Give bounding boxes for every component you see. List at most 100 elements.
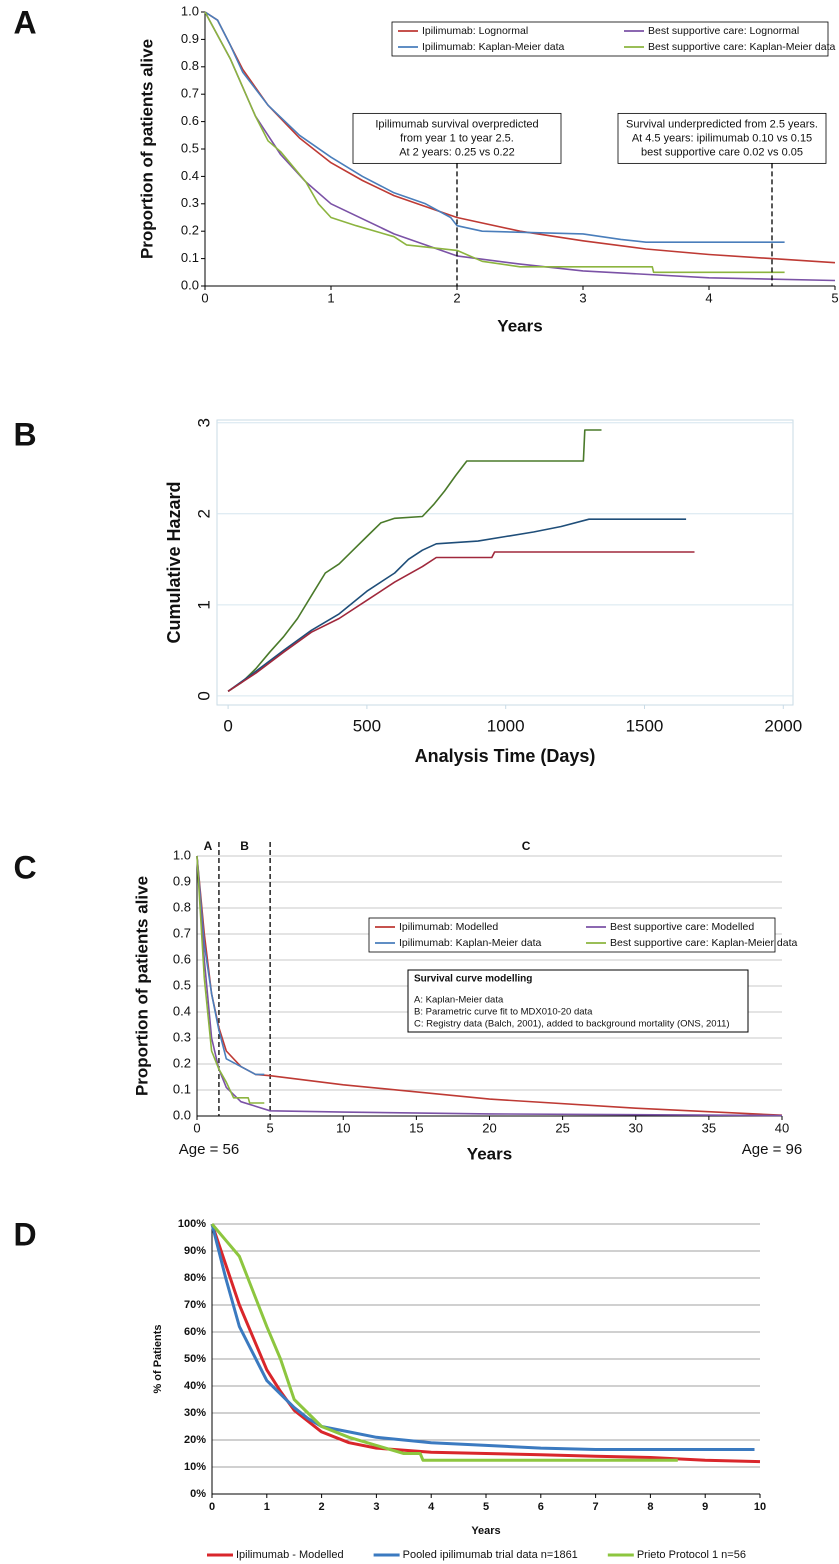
y-tick-label: 0.5 [181,140,199,155]
y-tick-label: 40% [184,1380,206,1392]
series-line [204,11,785,243]
y-tick-label: 80% [184,1272,206,1284]
legend-label: Best supportive care: Modelled [610,921,754,933]
y-tick-label: 1.0 [173,847,191,862]
region-label: B [240,839,249,853]
y-tick-label: 0.7 [181,86,199,101]
legend-label: Pooled ipilimumab trial data n=1861 [403,1549,578,1561]
y-tick-label: 60% [184,1326,206,1338]
x-tick-label: 10 [754,1501,766,1513]
y-tick-label: 0.2 [181,223,199,238]
x-tick-label: 0 [193,1120,200,1135]
series-line [196,855,265,1104]
annotation-box [352,112,562,164]
series-line [227,551,695,692]
note-title: Survival curve modelling [414,974,532,985]
legend-label: Ipilimumab: Lognormal [422,25,528,37]
legend-label: Best supportive care: Kaplan-Meier data [610,937,798,949]
series-line [210,1223,761,1464]
y-axis-title: Cumulative Hazard [164,481,184,643]
legend-label: Ipilimumab - Modelled [236,1549,344,1561]
legend-label: Best supportive care: Lognormal [648,25,799,37]
y-tick-label: 0.1 [181,250,199,265]
legend-box [368,917,776,953]
panel-letter: B [13,416,36,452]
x-axis-title: Years [497,316,542,335]
x-tick-label: 3 [579,290,586,305]
annotation-box [617,112,827,164]
x-tick-label: 0 [201,290,208,305]
y-tick-label: 0 [194,691,213,700]
legend-label: Best supportive care: Kaplan-Meier data [648,41,836,53]
annotation-text: Ipilimumab survival overpredicted [375,118,538,130]
legend-box [391,21,829,57]
x-tick-label: 0 [209,1501,215,1513]
annotation-text: best supportive care 0.02 vs 0.05 [641,146,803,158]
panel-letter: C [13,849,36,885]
x-tick-label: 15 [409,1120,423,1135]
y-tick-label: 2 [194,509,213,518]
y-tick-label: 1 [194,600,213,609]
panel-letter: D [13,1216,36,1252]
y-axis-title: % of Patients [152,1324,164,1393]
y-tick-label: 0.6 [181,113,199,128]
legend-label: Ipilimumab: Kaplan-Meier data [399,937,542,949]
series-line [210,1223,755,1451]
y-tick-label: 30% [184,1407,206,1419]
legend-label: Ipilimumab: Kaplan-Meier data [422,41,565,53]
x-tick-label: 5 [483,1501,489,1513]
y-tick-label: 0.4 [173,1003,191,1018]
x-tick-label: 2 [319,1501,325,1513]
x-tick-label: 1500 [626,716,664,735]
x-tick-label: 2000 [764,716,802,735]
series-line [204,11,785,274]
plot-frame [216,419,794,706]
note-line: A: Kaplan-Meier data [414,995,504,1006]
y-tick-label: 10% [184,1461,206,1473]
series-line [196,855,265,1076]
y-tick-label: 0.3 [173,1029,191,1044]
y-tick-label: 90% [184,1245,206,1257]
x-tick-label: 40 [775,1120,789,1135]
x-tick-label: 10 [336,1120,350,1135]
note-line: C: Registry data (Balch, 2001), added to… [414,1019,730,1030]
x-tick-label: 1000 [487,716,525,735]
y-tick-label: 70% [184,1299,206,1311]
x-tick-label: 1 [327,290,334,305]
y-tick-label: 0.7 [173,925,191,940]
x-tick-label: 8 [647,1501,653,1513]
y-tick-label: 20% [184,1434,206,1446]
y-tick-label: 0.1 [173,1081,191,1096]
y-tick-label: 0.4 [181,168,199,183]
x-end-label: Age = 96 [742,1141,802,1158]
x-tick-label: 3 [373,1501,379,1513]
y-axis-title: Proportion of patients alive [137,39,156,259]
x-axis-title: Analysis Time (Days) [415,746,596,766]
series-line [227,429,602,692]
x-tick-label: 6 [538,1501,544,1513]
panel-letter: A [13,4,36,40]
y-tick-label: 0.8 [173,899,191,914]
x-tick-label: 4 [428,1501,435,1513]
series-line [227,518,687,692]
y-tick-label: 0.9 [173,873,191,888]
x-tick-label: 35 [702,1120,716,1135]
region-label: A [204,839,213,853]
y-axis-title: Proportion of patients alive [132,876,151,1096]
x-end-label: Age = 56 [179,1141,239,1158]
x-tick-label: 5 [267,1120,274,1135]
note-line: B: Parametric curve fit to MDX010-20 dat… [414,1007,593,1018]
annotation-text: Survival underpredicted from 2.5 years. [626,118,818,130]
annotation-text: from year 1 to year 2.5. [400,132,514,144]
legend-label: Prieto Protocol 1 n=56 [637,1549,746,1561]
annotation-text: At 4.5 years: ipilimumab 0.10 vs 0.15 [632,132,812,144]
y-tick-label: 0.5 [173,977,191,992]
y-tick-label: 1.0 [181,3,199,18]
y-tick-label: 100% [178,1218,206,1230]
note-box [407,969,749,1033]
annotation-text: At 2 years: 0.25 vs 0.22 [399,146,515,158]
y-tick-label: 0.3 [181,195,199,210]
y-tick-label: 0% [190,1488,206,1500]
